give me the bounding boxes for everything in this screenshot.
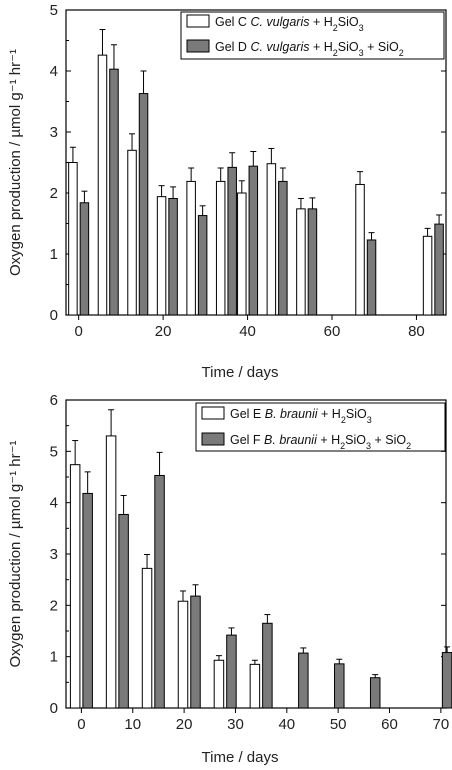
legend-swatch (201, 432, 225, 446)
bar (79, 202, 90, 316)
legend-label: Gel F B. braunii + H2SiO3 + SiO2 (230, 433, 411, 451)
x-tick-label: 40 (278, 716, 295, 733)
bar (109, 68, 119, 316)
bar (434, 223, 444, 316)
legend-swatch (186, 39, 210, 53)
y-tick-label: 5 (50, 2, 58, 19)
bar (298, 652, 309, 709)
x-tick-label: 0 (77, 716, 85, 733)
x-axis-title: Time / days (202, 749, 279, 766)
bar (186, 180, 196, 316)
bar (248, 165, 259, 316)
legend-swatch (186, 14, 210, 28)
x-axis-title: Time / days (202, 364, 279, 381)
legend-swatch (201, 406, 225, 420)
x-tick-label: 20 (176, 716, 193, 733)
bar (226, 634, 237, 709)
y-tick-label: 5 (50, 443, 58, 460)
x-tick-label: 10 (124, 716, 141, 733)
y-tick-label: 4 (50, 63, 58, 80)
bar (266, 163, 277, 316)
bar (156, 196, 167, 316)
x-tick-label: 40 (239, 323, 256, 340)
bar (227, 166, 237, 316)
bar (215, 180, 226, 316)
legend-label: Gel E B. braunii + H2SiO3 (230, 407, 372, 425)
bar (127, 149, 137, 316)
x-tick-label: 50 (330, 716, 347, 733)
bar (82, 492, 93, 709)
bar (68, 162, 78, 316)
bar (355, 183, 365, 316)
bar (422, 235, 433, 316)
x-tick-label: 30 (227, 716, 244, 733)
y-axis-title: Oxygen production / µmol g⁻¹ hr⁻¹ (7, 49, 24, 276)
bar (278, 180, 288, 316)
legend-label: Gel C C. vulgaris + H2SiO3 (215, 15, 364, 33)
y-tick-label: 3 (50, 124, 58, 141)
bar (118, 513, 129, 709)
bar (334, 663, 345, 709)
bar (369, 677, 381, 709)
bar (197, 215, 208, 316)
bar (141, 567, 153, 709)
bar (307, 208, 318, 316)
y-axis-title: Oxygen production / µmol g⁻¹ hr⁻¹ (7, 440, 24, 667)
bar (138, 93, 149, 316)
bar (154, 474, 165, 709)
bar (97, 54, 108, 316)
bar (296, 208, 306, 316)
legend-box (195, 402, 446, 452)
bar (168, 197, 178, 316)
y-tick-label: 0 (50, 307, 58, 324)
bar (105, 435, 117, 709)
y-tick-label: 0 (50, 700, 58, 717)
bar (69, 464, 81, 709)
bar (213, 659, 225, 709)
x-tick-label: 60 (324, 323, 341, 340)
legend-label: Gel D C. vulgaris + H2SiO3 + SiO2 (215, 40, 404, 58)
bar (262, 622, 273, 709)
x-tick-label: 20 (155, 323, 172, 340)
y-tick-label: 3 (50, 546, 58, 563)
y-tick-label: 1 (50, 246, 58, 263)
x-tick-label: 80 (408, 323, 425, 340)
bar (366, 239, 377, 316)
bar (249, 663, 261, 709)
x-tick-label: 60 (381, 716, 398, 733)
bar (441, 652, 452, 709)
bar (190, 595, 201, 709)
y-tick-label: 1 (50, 649, 58, 666)
legend-box (180, 11, 445, 60)
bar (237, 192, 247, 316)
y-tick-label: 2 (50, 597, 58, 614)
x-tick-label: 0 (74, 323, 82, 340)
y-tick-label: 6 (50, 392, 58, 409)
bar (177, 600, 189, 709)
y-tick-label: 2 (50, 185, 58, 202)
chart-panel-1: 0 1 2 3 4 5 0 20 40 60 80 Gel C C. vulgaris + H2SiO… (7, 2, 447, 381)
y-tick-label: 4 (50, 495, 58, 512)
x-tick-label: 70 (433, 716, 450, 733)
